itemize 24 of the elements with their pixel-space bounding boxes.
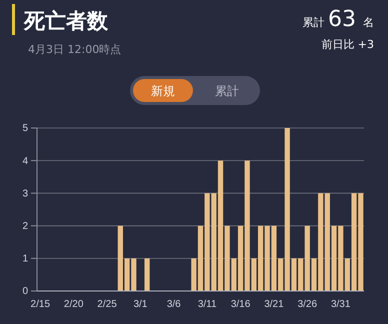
x-tick-label: 3/21 (264, 299, 284, 310)
view-toggle: 新規 累計 (130, 76, 260, 105)
text: 名 (363, 16, 374, 29)
x-tick-label: 2/20 (64, 299, 84, 310)
text: 前日比 +3 (321, 38, 374, 51)
x-tick-label: 3/26 (298, 299, 318, 310)
x-tick-label: 3/1 (133, 299, 148, 310)
bar (144, 258, 150, 291)
chart-subtitle: 4月3日 12:00時点 (28, 43, 122, 56)
x-tick-label: 3/16 (230, 299, 251, 310)
x-tick-label: 3/11 (198, 299, 217, 310)
y-tick-label: 0 (22, 286, 28, 298)
x-tick-label: 2/15 (30, 299, 50, 310)
y-tick-label: 5 (22, 123, 28, 134)
y-tick-label: 1 (22, 254, 28, 265)
text: 63 (328, 7, 363, 32)
x-tick-label: 3/31 (330, 299, 351, 310)
x-tick-label: 2/25 (97, 299, 118, 310)
y-tick-label: 4 (22, 156, 28, 167)
text: 累計 (302, 16, 328, 29)
x-tick-label: 3/6 (166, 299, 182, 310)
chart-title: 死亡者数 (23, 9, 109, 33)
y-tick-label: 3 (22, 188, 28, 200)
y-tick-label: 2 (22, 221, 28, 232)
